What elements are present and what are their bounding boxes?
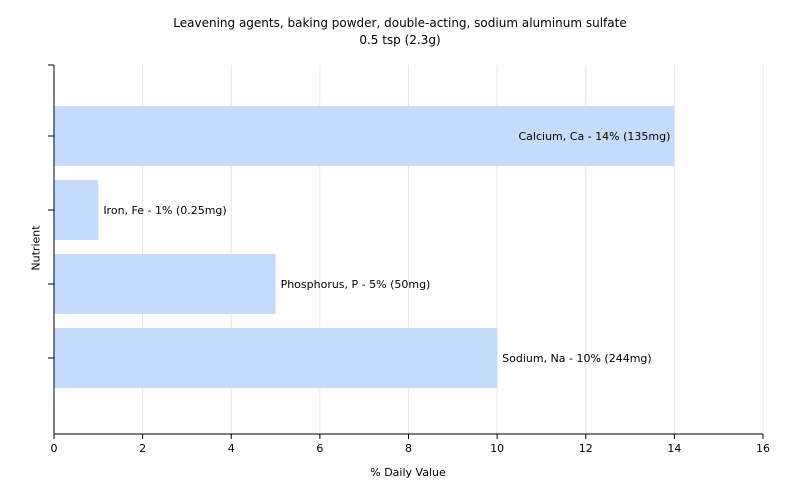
x-tick-label: 16 bbox=[756, 442, 770, 455]
x-tick-label: 0 bbox=[51, 442, 58, 455]
x-tick-label: 8 bbox=[405, 442, 412, 455]
y-axis-label: Nutrient bbox=[29, 225, 43, 271]
bar bbox=[54, 328, 498, 388]
x-tick-label: 12 bbox=[579, 442, 593, 455]
x-tick-label: 2 bbox=[139, 442, 146, 455]
bar bbox=[54, 254, 276, 314]
x-tick-label: 4 bbox=[228, 442, 235, 455]
bar bbox=[54, 180, 99, 240]
chart-subtitle: 0.5 tsp (2.3g) bbox=[359, 33, 441, 47]
data-label: Iron, Fe - 1% (0.25mg) bbox=[103, 204, 226, 217]
chart-title: Leavening agents, baking powder, double-… bbox=[173, 16, 627, 30]
x-tick-label: 14 bbox=[667, 442, 681, 455]
data-label: Calcium, Ca - 14% (135mg) bbox=[519, 130, 671, 143]
data-label: Phosphorus, P - 5% (50mg) bbox=[281, 278, 431, 291]
bar bbox=[54, 106, 675, 166]
data-label: Sodium, Na - 10% (244mg) bbox=[502, 352, 652, 365]
x-tick-label: 6 bbox=[316, 442, 323, 455]
x-axis-label: % Daily Value bbox=[370, 466, 446, 479]
x-tick-label: 10 bbox=[490, 442, 504, 455]
